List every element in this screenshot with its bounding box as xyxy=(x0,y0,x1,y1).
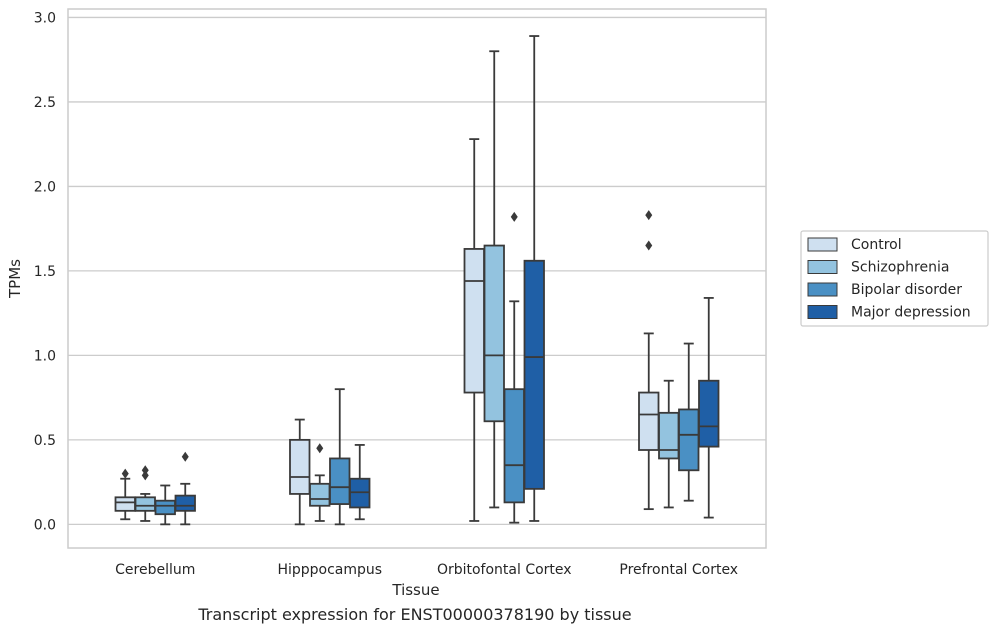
legend-label: Bipolar disorder xyxy=(851,282,962,298)
x-tick-label: Prefrontal Cortex xyxy=(619,562,738,578)
y-tick-label: 1.5 xyxy=(34,264,56,280)
box xyxy=(174,494,196,512)
legend-swatch xyxy=(807,260,838,274)
box xyxy=(463,248,485,394)
box xyxy=(698,379,720,448)
y-tick-label: 1.0 xyxy=(34,348,56,364)
legend-label: Schizophrenia xyxy=(851,260,949,276)
outlier-point xyxy=(510,211,518,222)
y-axis-label: TPMs xyxy=(6,259,24,299)
y-tick-label: 3.0 xyxy=(34,10,56,26)
box xyxy=(154,499,176,516)
plot-frame xyxy=(67,8,767,549)
box xyxy=(309,482,331,507)
box xyxy=(658,411,680,460)
x-tick-label: Orbitofontal Cortex xyxy=(437,562,572,578)
x-axis-label: Tissue xyxy=(391,581,439,599)
legend-swatch xyxy=(807,305,838,319)
x-tick-label: Hipppocampus xyxy=(277,562,382,578)
legend-swatch xyxy=(807,282,838,297)
y-tick-label: 2.5 xyxy=(34,95,56,111)
y-tick-label: 2.0 xyxy=(34,179,56,195)
box xyxy=(523,259,545,490)
legend-box xyxy=(800,230,989,327)
outlier-point xyxy=(141,465,149,476)
box xyxy=(289,438,311,495)
box xyxy=(638,391,660,451)
legend-label: Control xyxy=(851,237,902,253)
box xyxy=(329,457,351,505)
legend-swatch xyxy=(807,237,838,252)
outlier-point xyxy=(316,443,324,454)
outlier-point xyxy=(181,451,189,462)
legend-label: Major depression xyxy=(851,305,971,321)
x-tick-label: Cerebellum xyxy=(115,562,195,578)
y-tick-label: 0.5 xyxy=(34,433,56,449)
chart-caption: Transcript expression for ENST0000037819… xyxy=(198,605,632,624)
outlier-point xyxy=(141,470,149,481)
box xyxy=(134,496,156,512)
y-tick-label: 0.0 xyxy=(34,517,56,533)
box xyxy=(678,408,700,472)
box xyxy=(483,244,505,423)
outlier-point xyxy=(645,240,653,251)
box xyxy=(114,496,136,512)
outlier-point xyxy=(121,468,129,479)
outlier-point xyxy=(645,210,653,221)
box xyxy=(503,388,525,504)
